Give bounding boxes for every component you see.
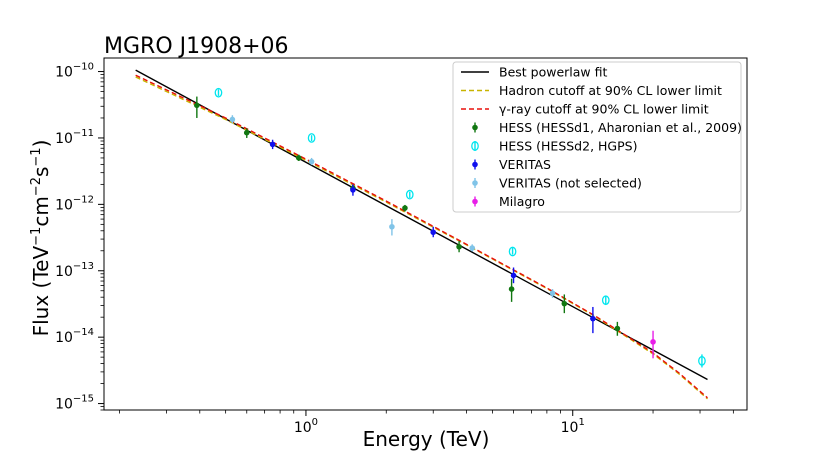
legend-marker-swatch bbox=[472, 161, 478, 168]
data-point bbox=[508, 286, 515, 292]
y-label-cm: cm bbox=[29, 196, 53, 226]
data-point bbox=[405, 189, 414, 200]
data-point bbox=[350, 187, 356, 193]
data-point bbox=[510, 272, 517, 279]
y-tick-mantissa: 10 bbox=[55, 65, 73, 81]
x-axis-label: Energy (TeV) bbox=[363, 427, 490, 451]
y-tick-label: 10−13 bbox=[55, 261, 94, 280]
legend-marker-swatch bbox=[472, 180, 478, 186]
data-point bbox=[469, 245, 476, 251]
x-tick-exponent: 1 bbox=[578, 417, 584, 428]
legend-box bbox=[452, 61, 742, 213]
y-tick-exponent: −13 bbox=[73, 261, 94, 272]
data-point bbox=[549, 290, 556, 296]
y-tick-exponent: −11 bbox=[73, 128, 94, 139]
data-point bbox=[561, 300, 568, 307]
series-1 bbox=[214, 87, 706, 368]
y-tick-mantissa: 10 bbox=[55, 197, 73, 213]
data-point bbox=[614, 325, 621, 332]
x-tick-mantissa: 10 bbox=[561, 420, 579, 436]
plot-area bbox=[103, 57, 748, 411]
data-point bbox=[430, 229, 437, 236]
data-point bbox=[308, 158, 315, 165]
data-point bbox=[698, 355, 706, 366]
series-3 bbox=[229, 115, 556, 298]
y-tick-mantissa: 10 bbox=[55, 330, 73, 346]
x-tick-label: 100 bbox=[294, 417, 318, 436]
legend-marker-swatch bbox=[472, 198, 478, 205]
y-tick-exponent: −15 bbox=[73, 394, 94, 405]
y-label-close: ) bbox=[29, 140, 53, 148]
y-axis-label: Flux (TeV−1cm−2s−1) bbox=[29, 140, 53, 337]
legend-marker-swatch bbox=[472, 124, 478, 131]
y-tick-mantissa: 10 bbox=[55, 131, 73, 147]
y-tick-label: 10−14 bbox=[55, 327, 94, 346]
data-point bbox=[307, 133, 316, 143]
legend-label: HESS (HESSd2, HGPS) bbox=[499, 139, 637, 154]
y-tick-label: 10−12 bbox=[55, 194, 94, 213]
legend-label: Milagro bbox=[499, 194, 545, 209]
data-point bbox=[508, 246, 517, 257]
y-tick-exponent: −14 bbox=[73, 327, 94, 338]
data-point bbox=[269, 141, 276, 148]
data-point bbox=[650, 339, 656, 345]
x-tick-exponent: 0 bbox=[312, 417, 318, 428]
y-tick-exponent: −10 bbox=[73, 62, 94, 73]
axes-frame bbox=[103, 57, 748, 411]
y-label-main: Flux (TeV bbox=[29, 246, 53, 337]
data-point bbox=[229, 116, 236, 123]
data-point bbox=[389, 223, 395, 230]
legend: Best powerlaw fit Hadron cutoff at 90% CL… bbox=[452, 61, 742, 213]
data-point bbox=[243, 129, 250, 136]
y-tick-label: 10−11 bbox=[55, 128, 94, 147]
legend-label: Hadron cutoff at 90% CL lower limit bbox=[499, 83, 722, 98]
data-point bbox=[456, 243, 462, 250]
legend-label: Best powerlaw fit bbox=[499, 65, 607, 80]
chart-title: MGRO J1908+06 bbox=[104, 34, 289, 59]
y-tick-label: 10−15 bbox=[55, 394, 94, 413]
y-tick-mantissa: 10 bbox=[55, 397, 73, 413]
series-2 bbox=[269, 139, 596, 334]
y-tick-mantissa: 10 bbox=[55, 264, 73, 280]
y-tick-exponent: −12 bbox=[73, 194, 94, 205]
data-point bbox=[601, 295, 610, 306]
series-4 bbox=[650, 330, 656, 359]
data-point bbox=[214, 87, 223, 98]
y-label-sup2: −2 bbox=[29, 177, 44, 196]
data-point bbox=[590, 315, 596, 322]
legend-marker-swatch bbox=[471, 141, 479, 151]
data-point bbox=[402, 205, 408, 211]
legend-label: HESS (HESSd1, Aharonian et al., 2009) bbox=[499, 120, 742, 135]
legend-label: VERITAS (not selected) bbox=[499, 176, 642, 191]
y-label-s: s bbox=[29, 167, 53, 177]
y-label-sup3: −1 bbox=[29, 147, 44, 166]
legend-label: γ-ray cutoff at 90% CL lower limit bbox=[499, 102, 709, 117]
x-tick-label: 101 bbox=[561, 417, 585, 436]
data-point bbox=[194, 102, 200, 109]
y-tick-label: 10−10 bbox=[55, 62, 94, 81]
legend-label: VERITAS bbox=[499, 157, 551, 172]
y-label-sup1: −1 bbox=[29, 227, 44, 246]
x-tick-mantissa: 10 bbox=[294, 420, 312, 436]
data-point bbox=[295, 155, 302, 161]
